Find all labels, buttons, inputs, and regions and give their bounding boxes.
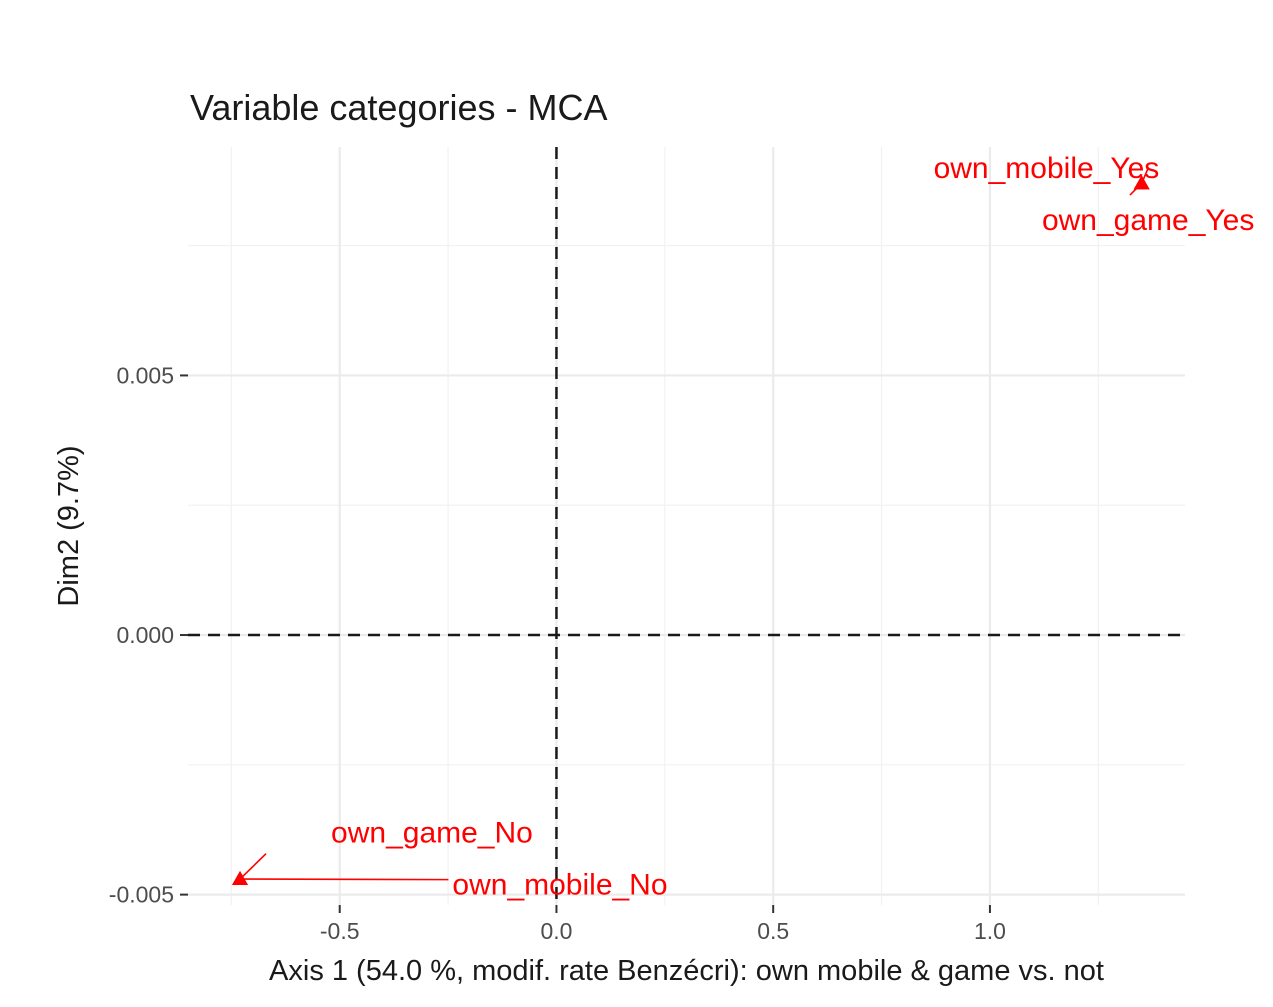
x-tick-label: 0.5 [757,918,789,944]
y-axis: -0.005 0.000 0.005 [109,362,188,908]
point-marker-own-mobile-no [232,871,249,886]
y-tick-label: -0.005 [109,882,174,908]
point-label-own-game-yes: own_game_Yes [1042,204,1254,237]
x-axis: -0.5 0.0 0.5 1.0 [320,905,1006,944]
label-connector [239,853,267,880]
y-tick-label: 0.005 [116,362,174,388]
point-label-own-game-no: own_game_No [331,817,533,850]
y-axis-title: Dim2 (9.7%) [53,445,85,606]
x-tick-label: -0.5 [320,918,360,944]
x-tick-label: 0.0 [540,918,572,944]
x-axis-title: Axis 1 (54.0 %, modif. rate Benzécri): o… [269,955,1104,987]
point-marker-own-game-yes [1133,175,1150,190]
point-label-own-mobile-no: own_mobile_No [452,869,667,902]
plot-panel: own_mobile_Yes own_game_Yes own_game_Noown… [188,147,1254,905]
y-tick-label: 0.000 [116,622,174,648]
chart-title: Variable categories - MCA [190,87,608,128]
label-connector [240,878,449,881]
x-tick-label: 1.0 [974,918,1006,944]
point-label-own-mobile-yes: own_mobile_Yes [934,152,1160,185]
